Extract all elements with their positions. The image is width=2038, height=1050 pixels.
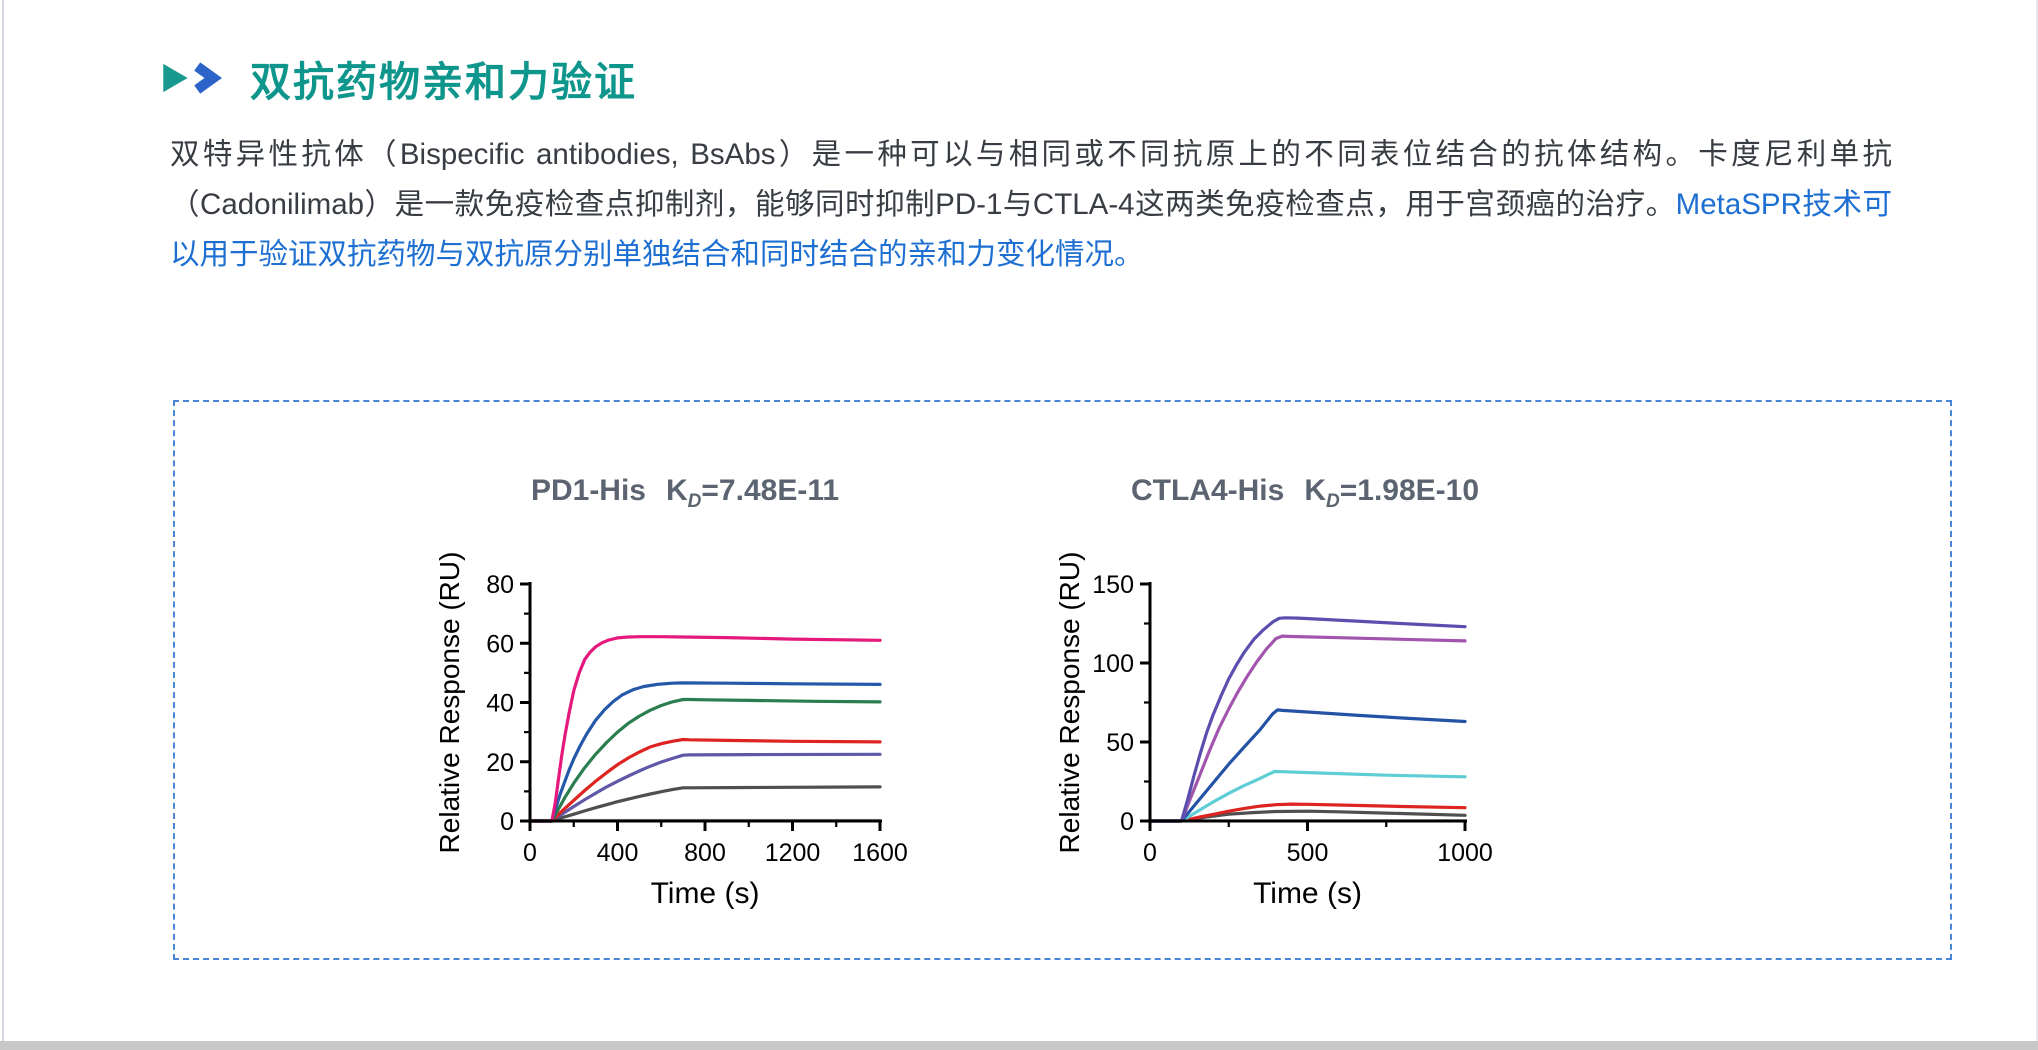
- chart-title-pd1-name: PD1-His: [530, 474, 646, 507]
- svg-text:40: 40: [486, 690, 514, 718]
- svg-text:100: 100: [1092, 650, 1134, 678]
- chart-title-ctla4: CTLA4-His KD=1.98E-10: [1055, 474, 1555, 513]
- svg-text:Relative Response (RU): Relative Response (RU): [1055, 552, 1085, 854]
- svg-text:400: 400: [597, 839, 639, 867]
- chart-title-ctla4-name: CTLA4-His: [1130, 474, 1285, 507]
- page-title: 双抗药物亲和力验证: [250, 59, 637, 105]
- chart-ctla4: CTLA4-His KD=1.98E-10 0 500 1000 0 50 100 150 Ti…: [1055, 474, 1555, 924]
- figure-panel: [173, 400, 1952, 960]
- svg-text:Time (s): Time (s): [651, 877, 760, 910]
- double-chevron-icon: [163, 62, 222, 94]
- intro-highlight-text: MetaSPR技术可以用于验证双抗药物与双抗原分别单独结合和同时结合的亲和力变化…: [170, 188, 1892, 271]
- left-edge-line: [2, 0, 4, 1050]
- svg-text:800: 800: [684, 839, 726, 867]
- sensorgram-ctla4: 0 500 1000 0 50 100 150 Time (s) Relative Respon…: [1055, 552, 1493, 910]
- svg-text:Time (s): Time (s): [1253, 877, 1362, 910]
- chart-title-pd1: PD1-His KD=7.48E-11: [435, 474, 935, 513]
- kd-label: KD=1.98E-10: [1304, 474, 1480, 512]
- section-header: 双抗药物亲和力验证: [162, 48, 637, 108]
- svg-text:0: 0: [500, 808, 514, 836]
- svg-text:20: 20: [486, 749, 514, 777]
- svg-text:80: 80: [486, 571, 514, 599]
- intro-text: 双特异性抗体（Bispecific antibodies, BsAbs）是一种可…: [170, 138, 1892, 221]
- bottom-bar: [0, 1041, 2038, 1050]
- svg-text:0: 0: [523, 839, 537, 867]
- svg-text:0: 0: [1120, 808, 1134, 836]
- sensorgram-pd1: 0 400 800 1200 1600 0 20 40 60 80 Time (s) Relative…: [435, 552, 908, 910]
- svg-text:50: 50: [1106, 729, 1134, 757]
- intro-paragraph: 双特异性抗体（Bispecific antibodies, BsAbs）是一种可…: [170, 130, 1892, 280]
- svg-text:Relative Response (RU): Relative Response (RU): [435, 552, 465, 854]
- kd-label: KD=7.48E-11: [666, 474, 840, 512]
- chevron-triangle: [163, 63, 188, 93]
- svg-text:1000: 1000: [1437, 839, 1493, 867]
- svg-text:500: 500: [1287, 839, 1329, 867]
- svg-text:1200: 1200: [765, 839, 821, 867]
- svg-text:60: 60: [486, 630, 514, 658]
- right-edge-line: [2036, 0, 2038, 1050]
- svg-text:1600: 1600: [852, 839, 908, 867]
- chart-pd1: PD1-His KD=7.48E-11 0 400 800 1200 1600 0 20 40 6…: [435, 474, 935, 924]
- svg-text:0: 0: [1143, 839, 1157, 867]
- chevron-arrow: [194, 62, 222, 94]
- svg-text:150: 150: [1092, 571, 1134, 599]
